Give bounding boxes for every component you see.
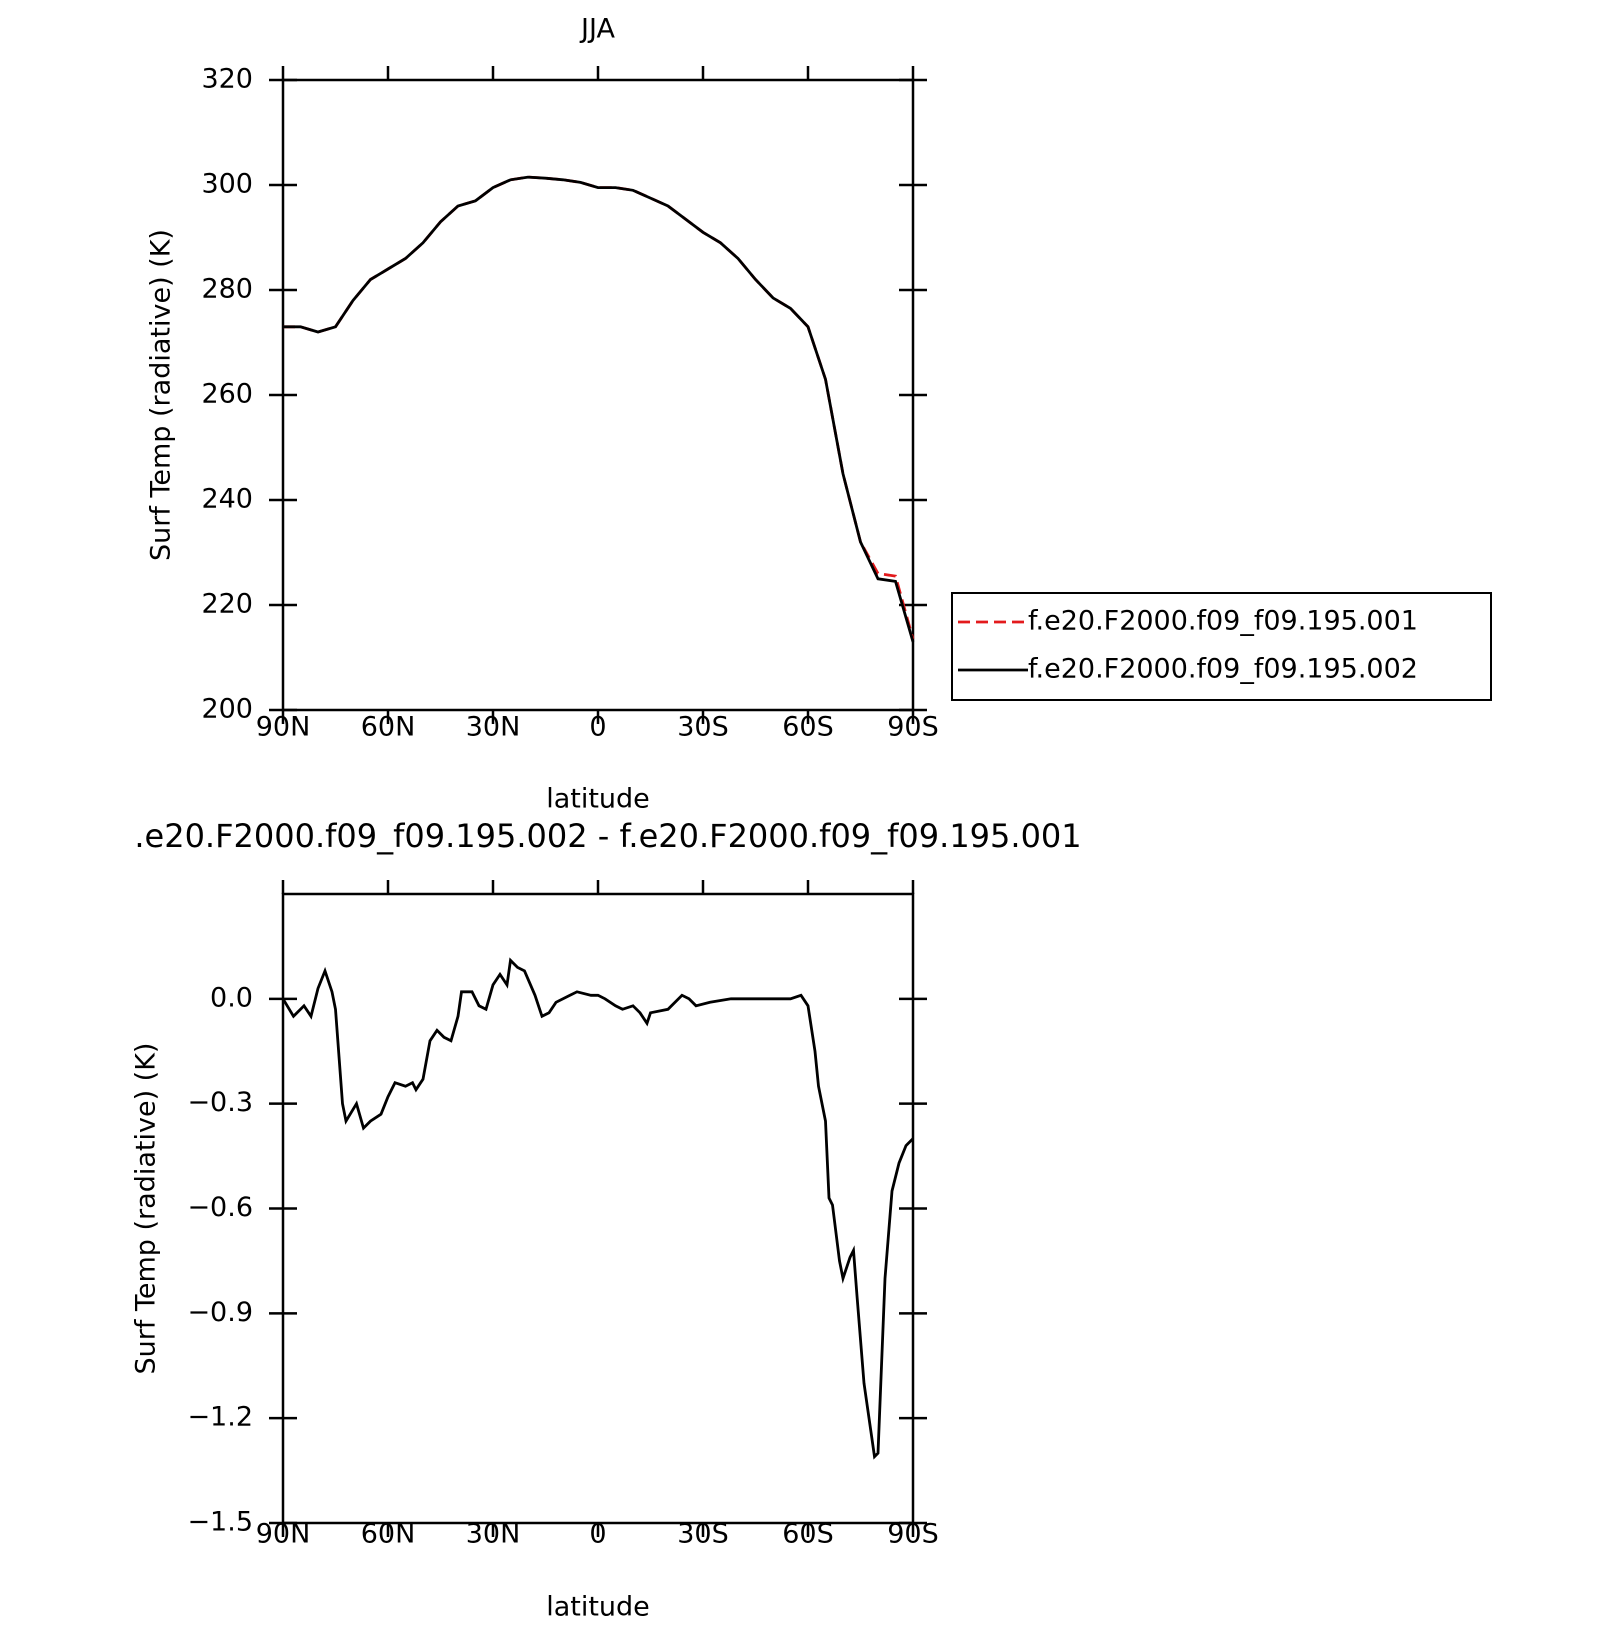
y-tick-label: 220 [201,589,253,620]
y-axis-label: Surf Temp (radiative) (K) [131,1043,162,1375]
data-line [281,957,914,1460]
data-line [283,175,915,640]
y-tick-label: −1.2 [187,1402,253,1433]
plot-frame [281,78,915,712]
y-tick-label: −1.5 [187,1507,253,1538]
y-tick-label: −0.9 [187,1297,253,1328]
y-tick-label: 300 [201,169,253,200]
legend-box [951,592,1492,701]
y-axis-label: Surf Temp (radiative) (K) [146,229,177,561]
x-axis-label: latitude [546,784,650,815]
y-tick-label: 240 [201,484,253,515]
y-tick-label: 0.0 [210,982,253,1013]
chart-title: .e20.F2000.f09_f09.195.002 - f.e20.F2000… [134,817,1081,855]
y-tick-label: −0.6 [187,1192,253,1223]
x-tick-label: 0 [589,712,606,743]
data-line [283,175,915,643]
legend-label: f.e20.F2000.f09_f09.195.001 [1028,606,1418,637]
chart-title: JJA [579,14,615,45]
y-tick-label: 200 [201,694,253,725]
legend-label: f.e20.F2000.f09_f09.195.002 [1028,654,1418,685]
plot-frame [281,892,915,1525]
y-tick-label: 280 [201,274,253,305]
y-tick-label: 320 [201,64,253,95]
y-tick-label: −0.3 [187,1087,253,1118]
x-axis-label: latitude [546,1592,650,1623]
y-tick-label: 260 [201,379,253,410]
